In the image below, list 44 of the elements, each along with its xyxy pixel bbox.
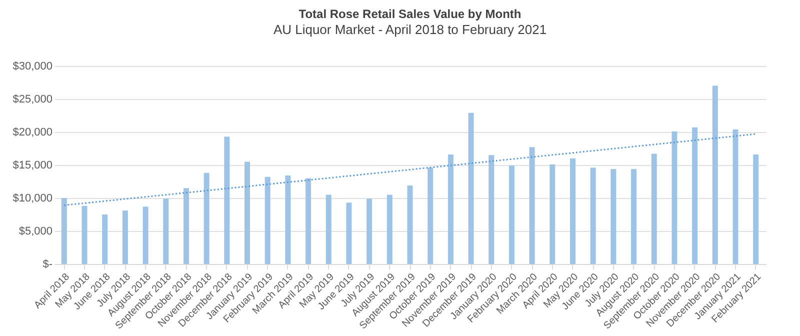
y-tick-label: $5,000 — [18, 226, 52, 238]
bar — [142, 206, 148, 264]
bar — [122, 210, 128, 264]
y-tick-label: $- — [42, 258, 53, 270]
bar — [306, 178, 312, 264]
bar — [285, 176, 291, 264]
bar — [366, 198, 372, 264]
bar — [224, 136, 230, 264]
bar — [448, 154, 454, 264]
bar — [407, 185, 413, 264]
y-tick-label: $30,000 — [12, 60, 52, 72]
bar — [570, 158, 576, 264]
y-tick-label: $20,000 — [12, 126, 52, 138]
bar — [163, 198, 169, 264]
bar — [82, 206, 88, 264]
bar — [732, 129, 738, 264]
bar — [102, 214, 108, 264]
bar — [550, 164, 556, 264]
bar — [508, 166, 514, 264]
bar — [428, 168, 434, 264]
bar — [692, 127, 698, 264]
bar — [712, 86, 718, 264]
y-tick-label: $25,000 — [12, 94, 52, 106]
chart-title: Total Rose Retail Sales Value by Month — [298, 7, 522, 21]
bar — [183, 188, 189, 264]
y-tick-label: $15,000 — [12, 160, 52, 172]
bar — [488, 155, 494, 264]
bar — [529, 147, 535, 264]
bar — [610, 168, 616, 264]
bar — [631, 168, 637, 264]
bar — [264, 176, 270, 264]
chart-subtitle: AU Liquor Market - April 2018 to February 2021 — [273, 22, 547, 37]
bar — [244, 162, 250, 264]
bar — [590, 168, 596, 264]
bar — [386, 194, 392, 264]
bar — [326, 194, 332, 264]
bar — [468, 112, 474, 264]
bar — [753, 154, 759, 264]
bar — [672, 131, 678, 264]
bar — [651, 154, 657, 264]
bar — [61, 198, 67, 264]
bar — [204, 172, 210, 264]
y-tick-label: $10,000 — [12, 192, 52, 204]
bar — [346, 202, 352, 264]
